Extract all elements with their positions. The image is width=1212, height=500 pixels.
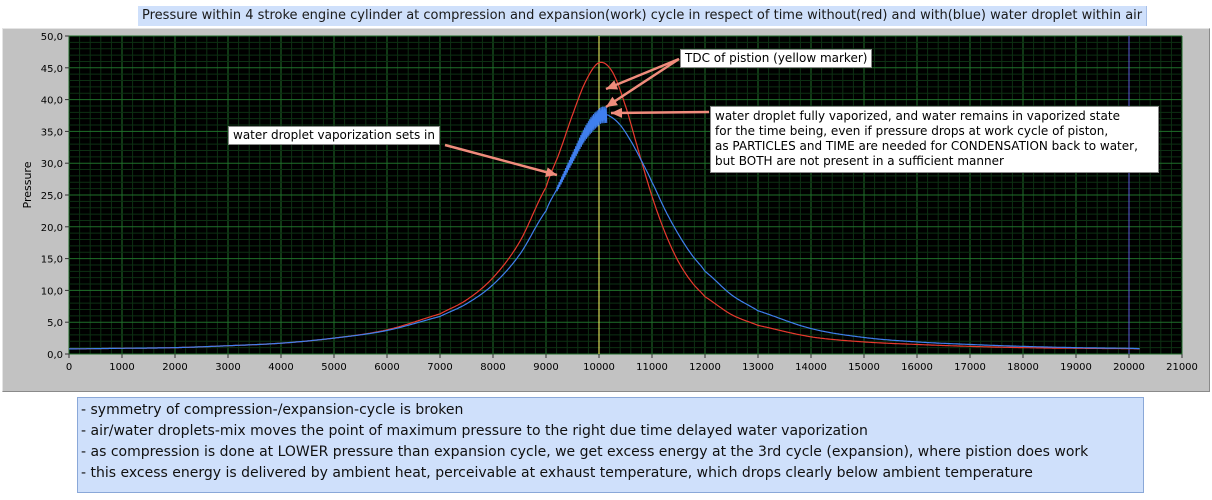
- x-tick-label: 5000: [321, 362, 346, 373]
- x-tick-label: 12000: [689, 362, 721, 373]
- x-tick-label: 11000: [636, 362, 668, 373]
- x-tick-label: 15000: [848, 362, 880, 373]
- arrow-tdc-peak-head: [606, 80, 619, 90]
- arrow-vaporization-head: [545, 167, 557, 177]
- chart-title: Pressure within 4 stroke engine cylinder…: [138, 6, 1148, 26]
- y-tick-label: 0,0: [47, 350, 63, 361]
- note-line: - as compression is done at LOWER pressu…: [81, 444, 1089, 460]
- x-tick-label: 10000: [583, 362, 615, 373]
- x-tick-label: 1000: [109, 362, 134, 373]
- y-tick-label: 10,0: [41, 286, 63, 297]
- annotation-fully-line: for the time being, even if pressure dro…: [715, 124, 1109, 138]
- x-tick-label: 0: [66, 362, 72, 373]
- chart-svg: 0 1000 2000 3000 4000 5000 6000 7000 8000 9000 100…: [21, 32, 1198, 373]
- arrow-vaporization: [444, 143, 558, 177]
- x-tick-label: 21000: [1166, 362, 1198, 373]
- arrow-tdc-blue-head: [606, 96, 618, 107]
- x-tick-label: 6000: [374, 362, 399, 373]
- x-tick-label: 18000: [1007, 362, 1039, 373]
- y-tick-label: 30,0: [41, 159, 63, 170]
- note-line: - this excess energy is delivered by amb…: [81, 465, 1033, 481]
- x-tick-label: 7000: [427, 362, 452, 373]
- arrow-fully-vaporized: [610, 110, 710, 115]
- x-tick-label: 4000: [268, 362, 293, 373]
- blue-fluctuation-band: [556, 106, 608, 192]
- y-tick-label: 50,0: [41, 32, 63, 43]
- notes-box: - symmetry of compression-/expansion-cyc…: [77, 397, 1144, 493]
- x-tick-label: 13000: [742, 362, 774, 373]
- y-tick-label: 45,0: [41, 64, 63, 75]
- note-line: - symmetry of compression-/expansion-cyc…: [81, 402, 464, 418]
- arrow-tdc-peak: [605, 57, 680, 91]
- arrow-fully-vaporized-head: [611, 107, 623, 118]
- x-tick-label: 16000: [901, 362, 933, 373]
- arrow-tdc-blue: [605, 57, 680, 109]
- annotation-fully-line: but BOTH are not present in a sufficient…: [715, 154, 1004, 168]
- annotation-vaporization-onset: water droplet vaporization sets in: [228, 126, 440, 145]
- annotation-tdc: TDC of pistion (yellow marker): [680, 49, 873, 68]
- x-tick-label: 19000: [1060, 362, 1092, 373]
- y-tick-label: 35,0: [41, 127, 63, 138]
- y-tick-label: 5,0: [47, 318, 63, 329]
- note-line: - air/water droplets-mix moves the point…: [81, 423, 868, 439]
- annotation-fully-vaporized: water droplet fully vaporized, and water…: [710, 106, 1159, 173]
- graph-frame: 0 1000 2000 3000 4000 5000 6000 7000 8000 9000 100…: [2, 28, 1210, 392]
- x-tick-label: 14000: [795, 362, 827, 373]
- x-tick-label: 17000: [954, 362, 986, 373]
- x-tick-label: 3000: [215, 362, 240, 373]
- annotation-fully-line: water droplet fully vaporized, and water…: [715, 109, 1120, 123]
- x-tick-label: 2000: [162, 362, 187, 373]
- y-tick-label: 25,0: [41, 191, 63, 202]
- y-tick-label: 15,0: [41, 255, 63, 266]
- y-axis-label: Pressure: [21, 161, 34, 208]
- y-tick-label: 20,0: [41, 223, 63, 234]
- x-tick-label: 20000: [1113, 362, 1145, 373]
- x-tick-label: 8000: [480, 362, 505, 373]
- annotation-fully-line: as PARTICLES and TIME are needed for CON…: [715, 139, 1138, 153]
- y-tick-label: 40,0: [41, 96, 63, 107]
- x-tick-label: 9000: [533, 362, 558, 373]
